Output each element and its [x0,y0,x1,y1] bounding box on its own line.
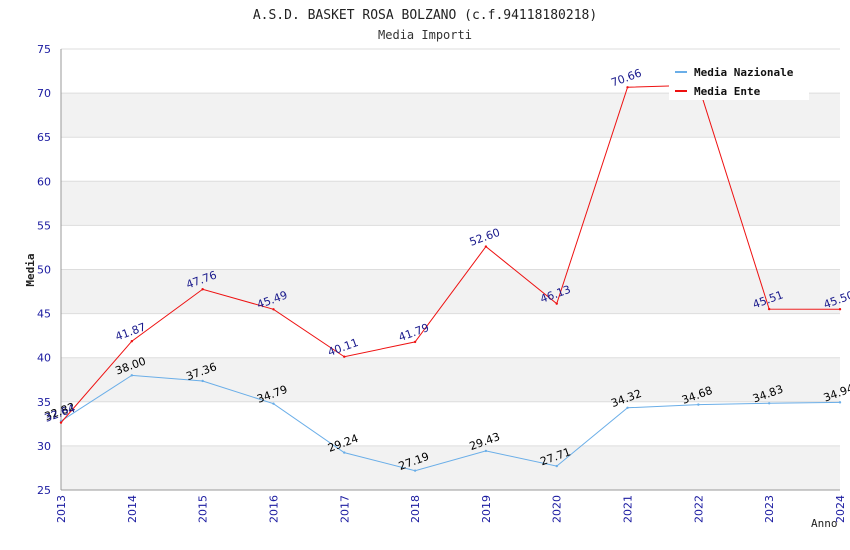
grid-band [61,357,840,402]
y-tick-label: 45 [37,308,51,321]
chart-title: A.S.D. BASKET ROSA BOLZANO (c.f.94118180… [253,8,597,23]
y-tick-label: 55 [37,219,51,232]
x-tick-label: 2022 [692,495,705,523]
data-point [767,307,771,311]
y-tick-label: 65 [37,131,51,144]
data-label: 52.60 [468,226,502,249]
y-tick-label: 40 [37,352,51,365]
x-axis-label: Anno [811,517,838,530]
y-tick-label: 30 [37,440,51,453]
x-tick-label: 2014 [126,495,139,523]
data-label: 41.79 [397,321,431,344]
data-point [201,379,204,383]
grid-band [61,269,840,314]
x-tick-label: 2019 [480,495,493,523]
x-tick-label: 2024 [834,495,847,523]
x-tick-label: 2023 [763,495,776,523]
data-point [272,402,275,405]
data-point [626,406,629,409]
legend: Media Nazionale Media Ente [669,60,809,100]
x-tick-label: 2015 [197,495,210,523]
x-tick-label: 2016 [267,495,280,523]
data-point [626,86,629,89]
x-tick-label: 2013 [55,495,68,523]
data-point [838,401,842,404]
x-tick-label: 2018 [409,495,422,523]
data-point [130,340,134,343]
y-tick-label: 25 [37,484,51,497]
data-point [59,421,63,424]
data-point [201,288,204,291]
y-tick-label: 75 [37,43,51,56]
plot-area: 25 30 35 40 45 50 55 60 65 70 75 2013 2014 2015 2016 20… [37,43,850,523]
data-point [413,469,417,472]
data-point [484,245,488,248]
data-point [413,340,417,344]
data-point [697,403,700,406]
grid-band [61,181,840,226]
legend-label: Media Ente [694,85,761,98]
chart-subtitle: Media Importi [378,28,472,42]
grid-band [61,445,840,490]
grid-band [61,93,840,138]
data-label: 70.66 [609,66,643,89]
y-tick-label: 60 [37,175,51,188]
data-point [838,307,842,311]
x-tick-label: 2017 [338,495,351,523]
legend-box [669,60,809,100]
data-point [343,451,346,454]
data-point [343,355,346,358]
x-tick-label: 2021 [622,495,635,523]
data-point [555,464,558,468]
y-axis-label: Media [24,253,37,286]
data-point [767,402,771,405]
data-point [555,302,558,305]
series-line [60,374,841,472]
data-point [272,308,275,311]
y-tick-label: 50 [37,264,51,277]
x-tick-label: 2020 [551,495,564,523]
data-point [484,449,488,453]
series-line [60,84,841,423]
legend-label: Media Nazionale [694,66,794,79]
data-point [130,374,134,377]
data-label: 41.87 [114,320,148,343]
y-tick-label: 35 [37,396,51,409]
y-tick-label: 70 [37,87,51,100]
